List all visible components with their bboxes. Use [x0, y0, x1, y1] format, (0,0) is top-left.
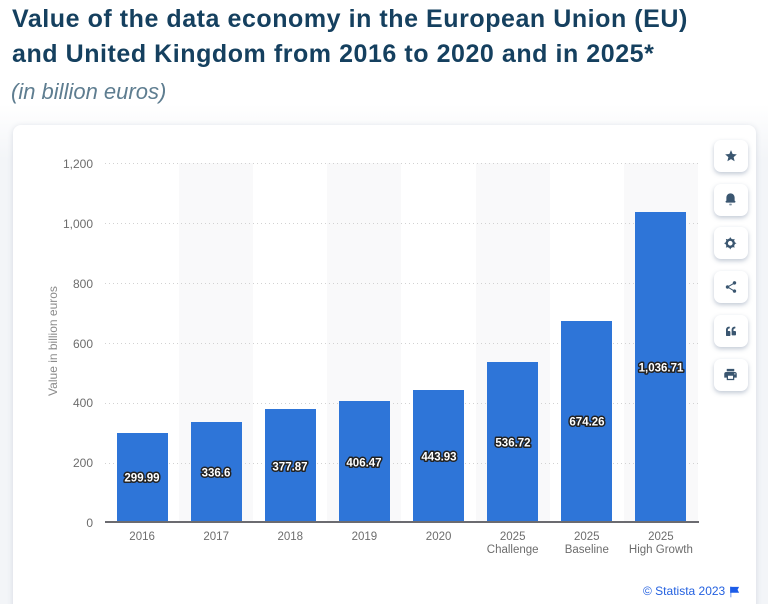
svg-text:299.99: 299.99 — [125, 473, 160, 485]
svg-text:443.93: 443.93 — [421, 451, 456, 463]
svg-text:674.26: 674.26 — [569, 417, 604, 429]
svg-text:536.72: 536.72 — [495, 437, 530, 449]
svg-text:1,036.71: 1,036.71 — [639, 363, 684, 375]
svg-text:336.6: 336.6 — [202, 467, 231, 479]
svg-text:377.87: 377.87 — [273, 461, 308, 473]
svg-text:406.47: 406.47 — [347, 457, 382, 469]
